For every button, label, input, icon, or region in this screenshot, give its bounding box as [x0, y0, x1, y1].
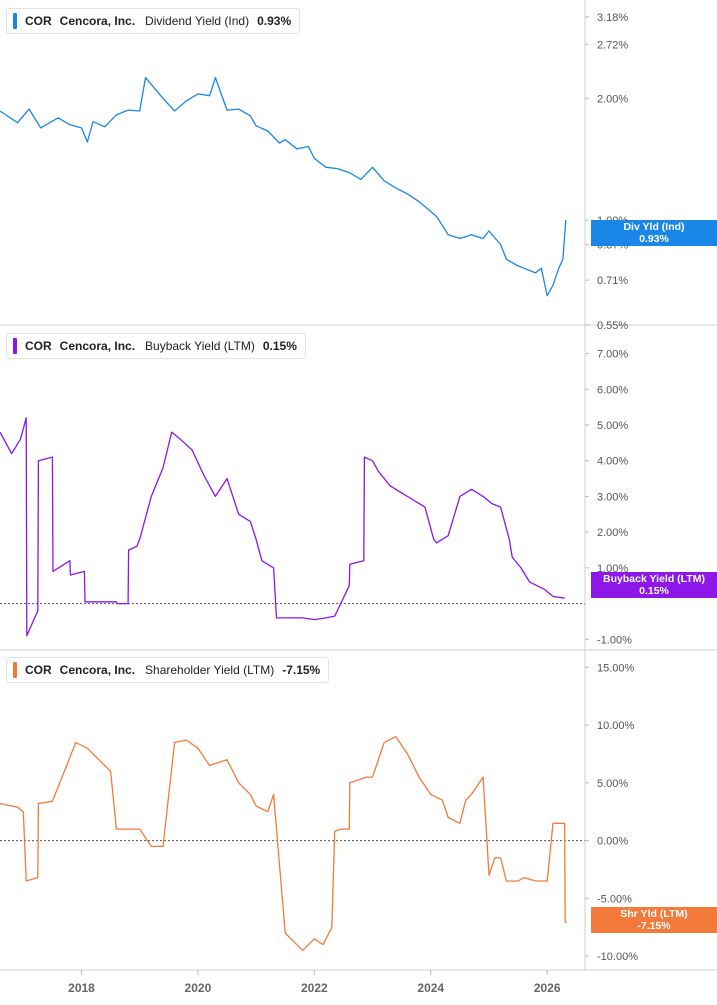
y-tick-label: 5.00%	[597, 420, 628, 432]
legend-shareholder-yield[interactable]: COR Cencora, Inc. Shareholder Yield (LTM…	[6, 657, 330, 683]
legend-value: 0.15%	[262, 339, 297, 353]
series-line-1	[0, 76, 567, 297]
series-color-swatch	[13, 338, 17, 354]
legend-company: Cencora, Inc.	[59, 339, 136, 353]
last-value-tag-buyback: Buyback Yield (LTM) 0.15%	[591, 572, 717, 598]
x-tick-label: 2020	[185, 981, 212, 995]
legend-metric: Buyback Yield (LTM)	[145, 339, 255, 353]
x-tick-label: 2026	[534, 981, 561, 995]
last-value-tag-dividend: Div Yld (Ind) 0.93%	[591, 220, 717, 246]
y-tick-label: 6.00%	[597, 384, 628, 396]
x-tick-label: 2018	[68, 981, 95, 995]
series-line-3	[0, 735, 567, 952]
y-tick-label: 15.00%	[597, 662, 635, 674]
y-tick-label: 3.00%	[597, 491, 628, 503]
legend-company: Cencora, Inc.	[59, 14, 136, 28]
y-tick-label: 7.00%	[597, 349, 628, 361]
y-tick-label: 1.00%	[597, 563, 628, 575]
legend-ticker: COR	[25, 663, 52, 677]
tag-label: Shr Yld (LTM)	[620, 908, 688, 920]
series-color-swatch	[13, 13, 17, 29]
legend-value: 0.93%	[257, 14, 292, 28]
legend-ticker: COR	[25, 14, 52, 28]
tag-label: Div Yld (Ind)	[623, 221, 685, 233]
y-tick-label: -10.00%	[597, 951, 638, 963]
x-tick-label: 2024	[417, 981, 444, 995]
legend-value: -7.15%	[282, 663, 321, 677]
y-tick-label: 2.00%	[597, 527, 628, 539]
y-tick-label: -5.00%	[597, 893, 632, 905]
series-color-swatch	[13, 662, 17, 678]
y-tick-label: 4.00%	[597, 456, 628, 468]
legend-company: Cencora, Inc.	[59, 663, 136, 677]
y-tick-label: 0.00%	[597, 836, 628, 848]
series-line-2	[0, 417, 565, 637]
legend-dividend-yield[interactable]: COR Cencora, Inc. Dividend Yield (Ind) 0…	[6, 8, 301, 34]
y-tick-label: 0.71%	[597, 275, 628, 287]
y-tick-label: 10.00%	[597, 720, 635, 732]
legend-metric: Shareholder Yield (LTM)	[145, 663, 275, 677]
legend-metric: Dividend Yield (Ind)	[145, 14, 250, 28]
legend-buyback-yield[interactable]: COR Cencora, Inc. Buyback Yield (LTM) 0.…	[6, 333, 306, 359]
y-tick-label: 2.00%	[597, 93, 628, 105]
tag-label: Buyback Yield (LTM)	[603, 573, 705, 585]
y-tick-label: 5.00%	[597, 778, 628, 790]
tag-value: -7.15%	[637, 920, 671, 932]
y-tick-label: 2.72%	[597, 39, 628, 51]
x-tick-label: 2022	[301, 981, 328, 995]
last-value-tag-shareholder: Shr Yld (LTM) -7.15%	[591, 907, 717, 933]
y-tick-label: -1.00%	[597, 634, 632, 646]
legend-ticker: COR	[25, 339, 52, 353]
tag-value: 0.93%	[639, 233, 669, 245]
tag-value: 0.15%	[639, 585, 669, 597]
y-tick-label: 3.18%	[597, 12, 628, 24]
y-tick-label: 0.55%	[597, 320, 628, 332]
